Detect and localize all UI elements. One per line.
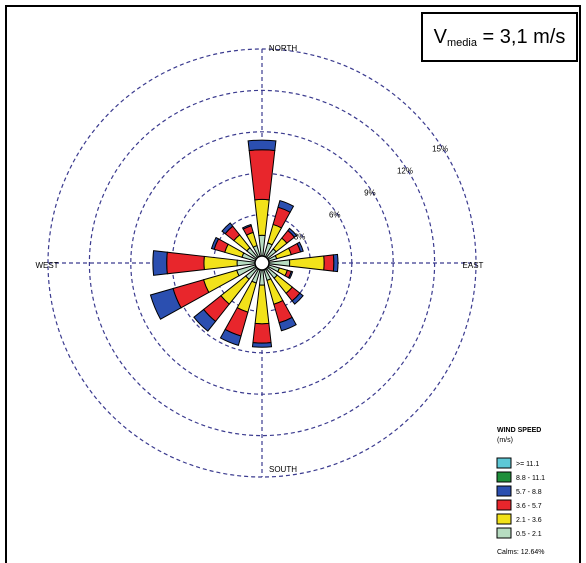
chart-frame — [5, 5, 581, 563]
bar-w-2 — [166, 251, 205, 275]
bar-wsw-3 — [149, 287, 182, 320]
bar-n-0 — [258, 234, 266, 257]
legend-units: (m/s) — [497, 437, 513, 444]
mean-speed-subscript: media — [447, 37, 477, 49]
bar-s-0 — [258, 269, 266, 286]
bar-n-2 — [248, 149, 276, 201]
legend-label-1: 8.8 - 11.1 — [516, 475, 545, 482]
bar-e-0 — [268, 259, 291, 267]
bar-n-3 — [247, 139, 277, 152]
bar-s-3 — [251, 342, 273, 348]
ring-label-3: 9% — [364, 189, 376, 198]
bar-w-3 — [152, 250, 168, 276]
ring-label-1: 3% — [294, 232, 306, 241]
legend: WIND SPEED (m/s) >= 11.1 8.8 - 11.1 5.7 - … — [496, 427, 545, 556]
legend-calms: Calms: 12.64% — [497, 549, 544, 556]
legend-label-4: 2.1 - 3.6 — [516, 517, 542, 524]
bar-sw-3 — [193, 308, 217, 332]
legend-label-3: 3.6 - 5.7 — [516, 503, 542, 510]
bars-layer — [149, 139, 339, 348]
compass-label-west: WEST — [35, 261, 58, 270]
legend-label-0: >= 11.1 — [516, 461, 539, 468]
legend-swatch-5 — [496, 527, 512, 539]
bar-w-1 — [203, 255, 238, 271]
bar-e-3 — [332, 253, 339, 273]
compass-label-north: NORTH — [269, 44, 298, 53]
legend-title: WIND SPEED — [497, 427, 541, 434]
legend-label-5: 0.5 - 2.1 — [516, 531, 542, 538]
legend-swatch-0 — [496, 457, 512, 469]
calm-circle — [254, 255, 270, 271]
bar-e-1 — [288, 255, 325, 271]
bar-nne-3 — [277, 199, 295, 213]
bar-s-1 — [254, 284, 270, 325]
bar-nw-3 — [221, 222, 234, 235]
bar-se-3 — [291, 292, 304, 305]
bar-s-2 — [252, 322, 272, 344]
bar-sse-3 — [278, 316, 297, 332]
compass-label-south: SOUTH — [269, 465, 297, 474]
legend-swatch-3 — [496, 499, 512, 511]
ring-label-5: 15% — [432, 145, 448, 154]
bar-ene-3 — [296, 241, 304, 253]
mean-speed-symbol: V — [433, 26, 447, 48]
legend-swatch-4 — [496, 513, 512, 525]
bar-w-0 — [236, 259, 256, 267]
mean-speed-annotation: Vmedia = 3,1 m/s — [421, 12, 578, 62]
compass-label-east: EAST — [463, 261, 484, 270]
mean-speed-value: = 3,1 m/s — [482, 26, 566, 48]
bar-n-1 — [254, 198, 270, 237]
bar-ssw-3 — [219, 328, 242, 346]
bar-wnw-3 — [210, 236, 220, 250]
legend-swatch-2 — [496, 485, 512, 497]
ring-label-2: 6% — [329, 211, 341, 220]
bar-ne-3 — [287, 227, 298, 238]
legend-label-2: 5.7 - 8.8 — [516, 489, 542, 496]
legend-swatch-1 — [496, 471, 512, 483]
bar-nnw-3 — [241, 223, 252, 230]
ring-label-4: 12% — [397, 167, 413, 176]
labels-layer: NORTH SOUTH EAST WEST — [35, 44, 483, 474]
bar-ese-3 — [287, 270, 294, 280]
legend-items: >= 11.1 8.8 - 11.1 5.7 - 8.8 3.6 - 5.7 2.1 -… — [496, 457, 545, 539]
bar-e-2 — [323, 254, 335, 272]
